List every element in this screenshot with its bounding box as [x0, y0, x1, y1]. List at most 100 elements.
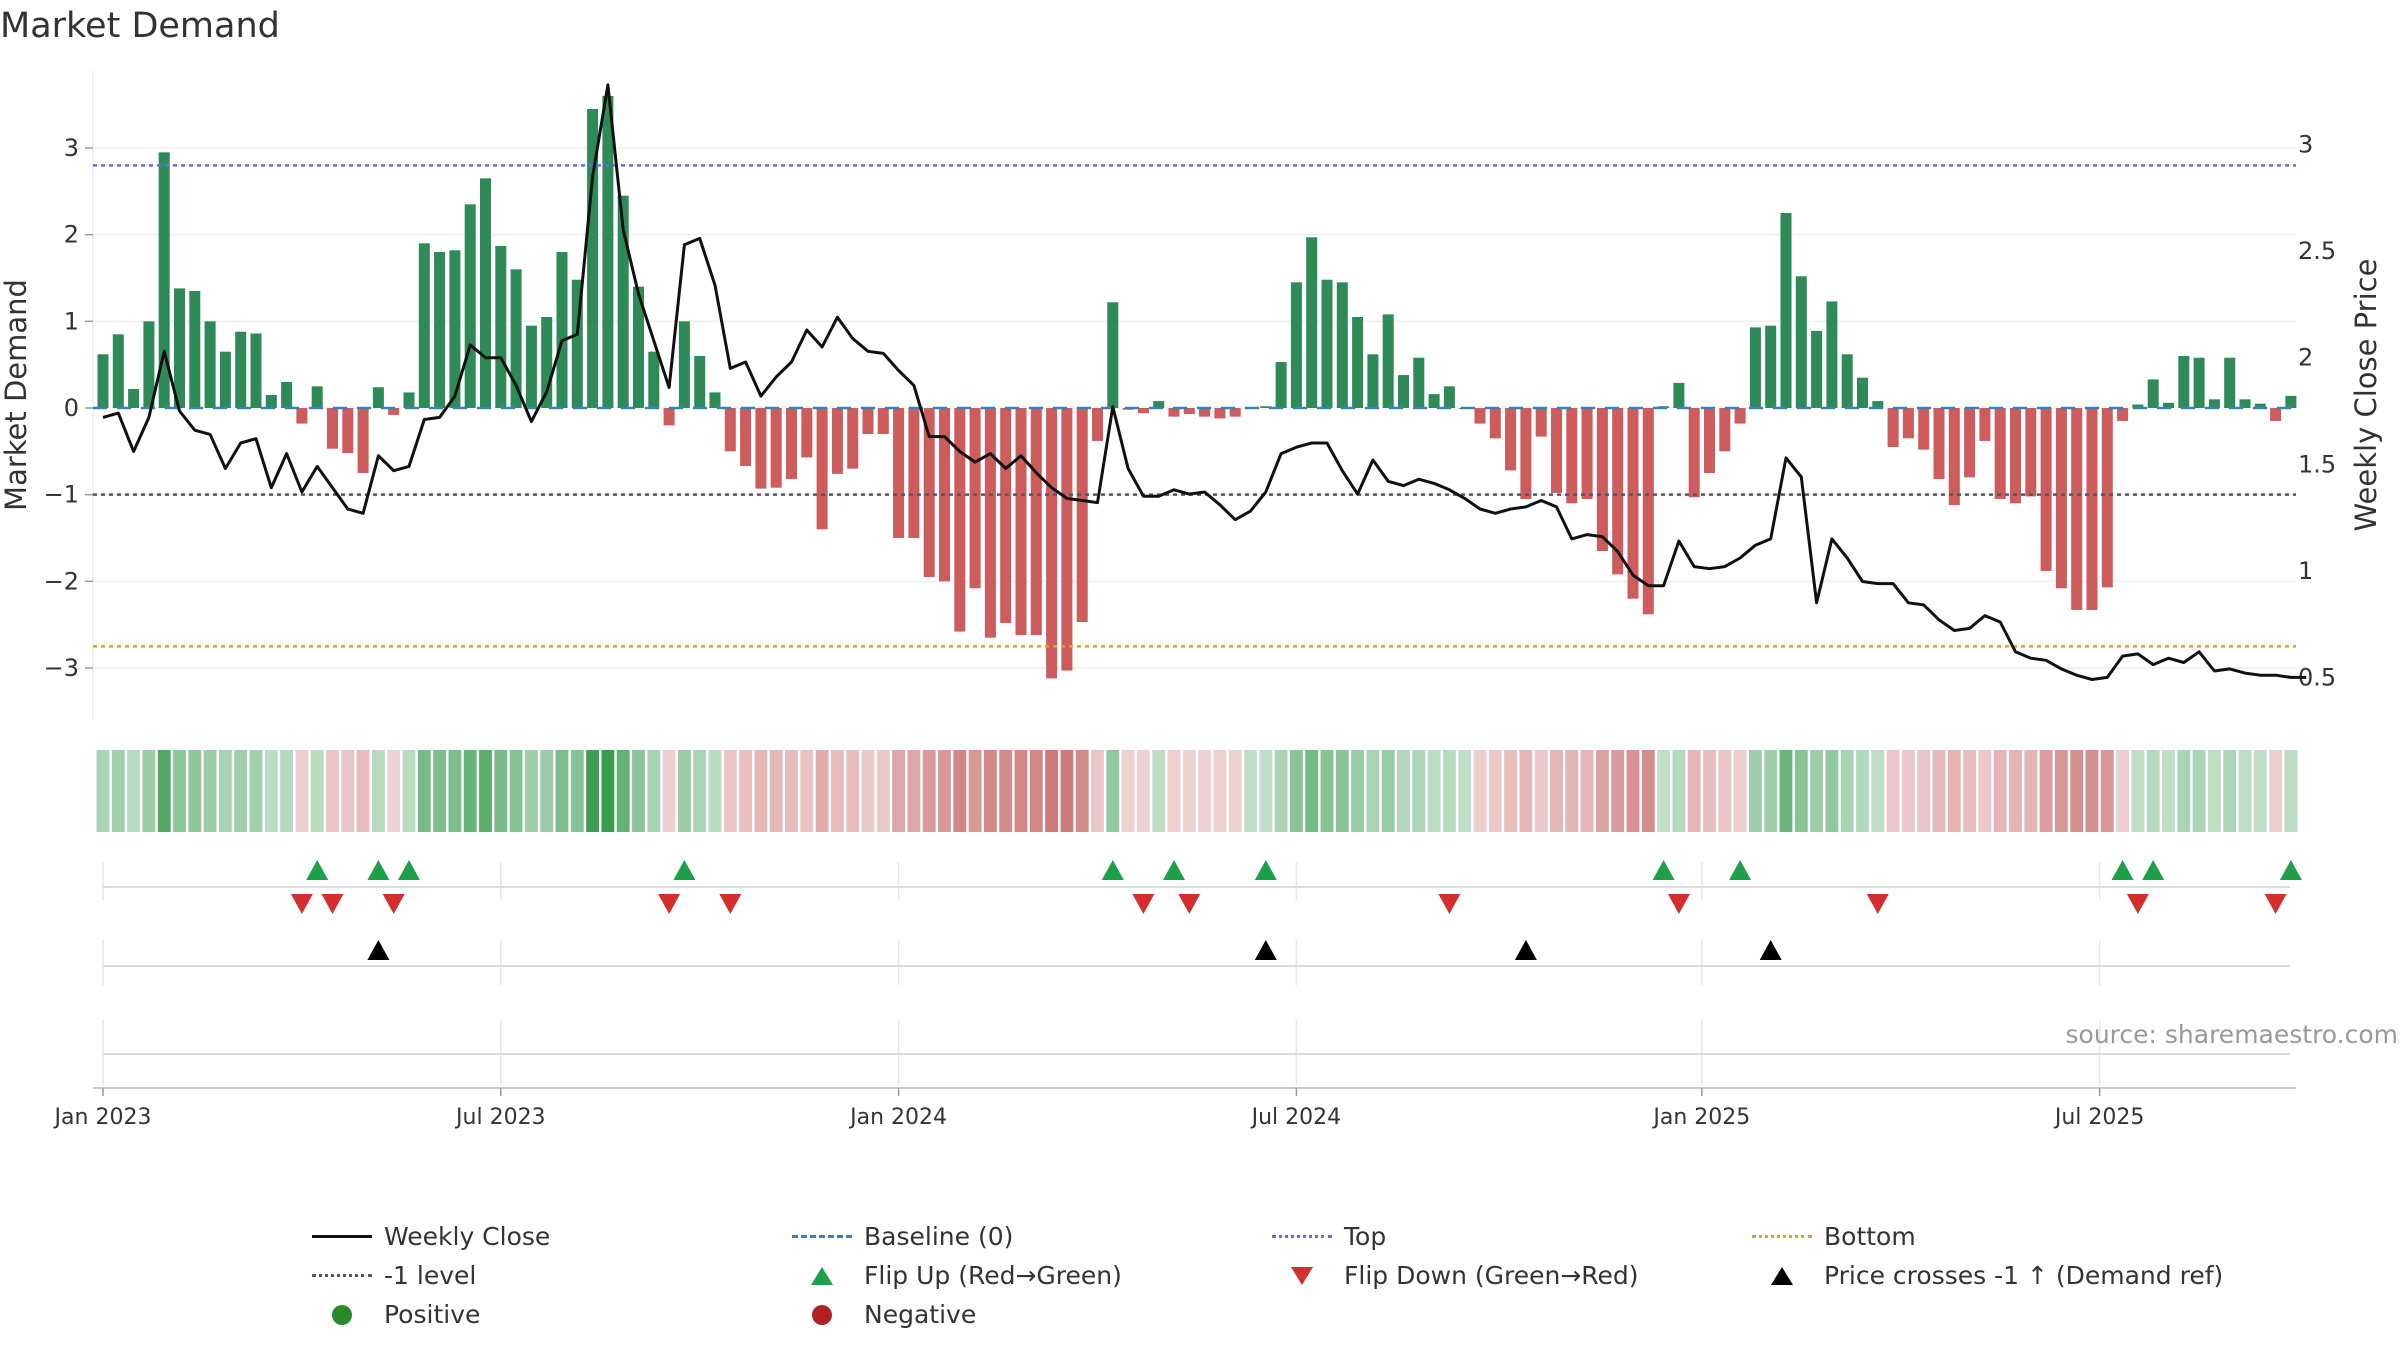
heat-cell: [1366, 750, 1380, 832]
demand-bar: [908, 408, 920, 538]
demand-bar: [1841, 354, 1853, 408]
demand-bar: [1306, 237, 1318, 408]
demand-bar: [1749, 327, 1761, 408]
x-tick-label: Jan 2024: [848, 1105, 947, 1130]
heat-cell: [479, 750, 492, 832]
heat-cell: [127, 750, 141, 832]
demand-bar: [1703, 408, 1716, 473]
y-right-axis-label: Weekly Close Price: [2349, 259, 2383, 532]
heat-cell: [708, 750, 722, 832]
demand-bar: [847, 408, 859, 469]
demand-bar: [2101, 408, 2113, 588]
heat-cell: [1106, 750, 1120, 832]
price-cross-marker: [367, 940, 390, 960]
x-tick-label: Jul 2024: [1250, 1105, 1342, 1130]
heat-cell: [1703, 750, 1716, 832]
demand-bar: [2270, 408, 2282, 421]
heat-cell: [1259, 750, 1273, 832]
heat-cell: [983, 750, 997, 832]
demand-bar: [1229, 408, 1241, 417]
heat-cell: [647, 750, 661, 832]
demand-bar: [2224, 357, 2236, 408]
demand-bar: [1000, 408, 1012, 623]
heat-cell: [769, 750, 783, 832]
x-tick-label: Jul 2023: [454, 1105, 546, 1130]
heat-cell: [1075, 750, 1089, 832]
heat-cell: [524, 750, 538, 832]
demand-bar: [969, 408, 981, 589]
demand-bar: [403, 392, 415, 408]
demand-bar: [1581, 408, 1593, 499]
demand-bar: [1887, 408, 1899, 447]
heat-cell: [1718, 750, 1732, 832]
demand-bar: [1397, 375, 1410, 408]
demand-bar: [158, 152, 170, 408]
flip-down-marker: [1866, 894, 1889, 914]
demand-bar: [281, 382, 293, 408]
price-cross-marker: [1254, 940, 1277, 960]
heat-cell: [1779, 750, 1793, 832]
heat-cell: [326, 750, 339, 832]
price-cross-marker: [1514, 940, 1537, 960]
weekly-close-line: [102, 83, 2307, 681]
demand-bar: [602, 96, 614, 408]
demand-bar: [663, 408, 675, 426]
demand-bar: [1550, 408, 1563, 493]
demand-bar: [2147, 379, 2159, 408]
demand-bar: [1856, 377, 1869, 408]
demand-bar: [1015, 408, 1027, 636]
y-left-axis-label: Market Demand: [0, 279, 33, 511]
demand-bar: [1596, 408, 1608, 551]
heat-cell: [815, 750, 829, 832]
heat-cell: [570, 750, 584, 832]
heat-cell: [723, 750, 737, 832]
heat-cell: [142, 750, 156, 832]
demand-bar: [556, 252, 568, 408]
demand-bar: [342, 408, 354, 454]
heat-cell: [1932, 750, 1946, 832]
heat-cell: [371, 750, 385, 832]
heat-cell: [2284, 750, 2298, 832]
heat-cell: [1091, 750, 1104, 832]
heat-cell: [1550, 750, 1563, 832]
demand-bar: [1183, 408, 1195, 415]
flip-down-marker: [1178, 894, 1201, 914]
demand-bar: [204, 321, 216, 408]
heat-cell: [1289, 750, 1303, 832]
heat-cell: [494, 750, 508, 832]
demand-bar: [1964, 408, 1976, 478]
demand-bar: [1352, 317, 1364, 408]
demand-bar: [372, 387, 384, 408]
demand-bar: [2239, 399, 2251, 408]
demand-bar: [984, 408, 996, 638]
heat-cell: [2100, 750, 2114, 832]
heat-cell: [1213, 750, 1227, 832]
flip-up-marker: [2111, 860, 2134, 880]
demand-bar: [831, 408, 843, 474]
heat-cell: [1626, 750, 1640, 832]
heat-cell: [295, 750, 309, 832]
heat-cell: [1488, 750, 1502, 832]
heat-cell: [1136, 750, 1150, 832]
demand-bar: [235, 331, 247, 408]
heat-cell: [2085, 750, 2099, 832]
demand-bar: [648, 351, 660, 408]
demand-bar: [2055, 408, 2067, 589]
demand-bar: [801, 408, 813, 458]
demand-bar: [250, 333, 262, 408]
heat-cell: [1733, 750, 1747, 832]
heat-cell: [509, 750, 523, 832]
heat-cell: [1412, 750, 1426, 832]
demand-bar: [587, 109, 599, 408]
heat-cell: [1381, 750, 1395, 832]
demand-bar: [1612, 408, 1624, 575]
heat-cell: [1534, 750, 1548, 832]
demand-bar: [1688, 408, 1700, 498]
flip-down-marker: [2126, 894, 2149, 914]
flip-down-marker: [321, 894, 344, 914]
heat-cell: [463, 750, 477, 832]
demand-bar: [2193, 357, 2205, 408]
flip-up-marker: [1163, 860, 1185, 880]
heat-cell: [2009, 750, 2022, 832]
flip-down-marker: [290, 894, 313, 914]
